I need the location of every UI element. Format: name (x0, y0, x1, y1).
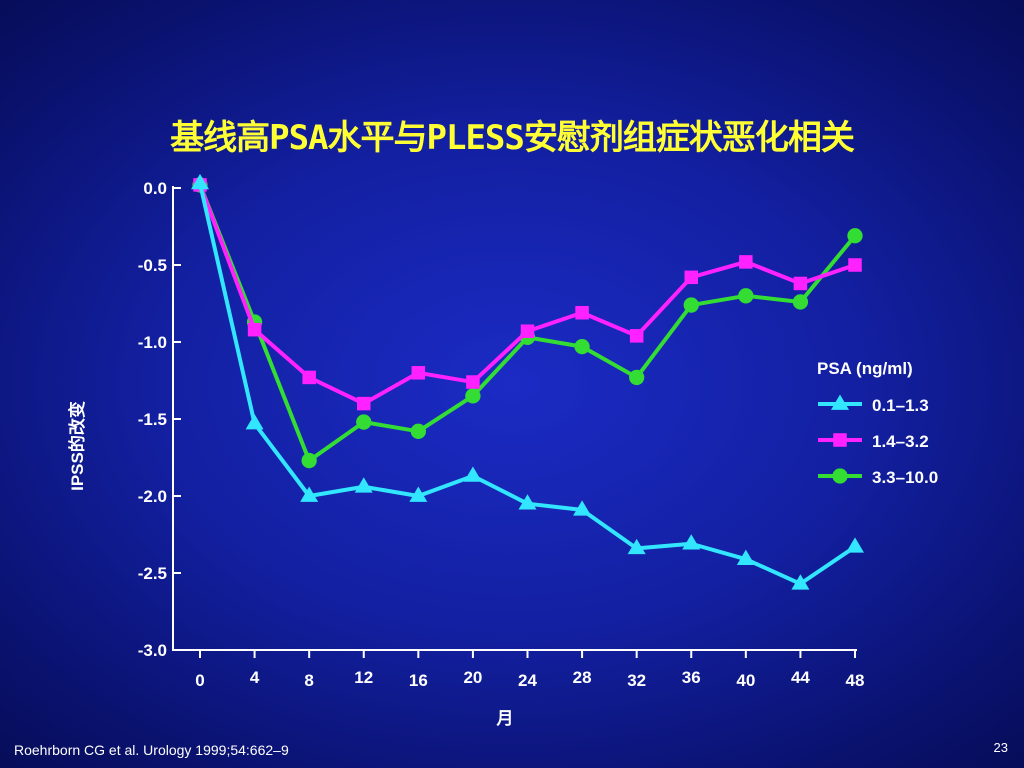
data-point (738, 288, 754, 304)
slide-title: 基线高PSA水平与PLESS安慰剂组症状恶化相关 (170, 118, 855, 158)
data-point (411, 366, 426, 380)
data-point (191, 173, 209, 190)
data-point (466, 375, 480, 389)
y-tick-label: -1.0 (138, 333, 167, 352)
data-point (792, 294, 809, 310)
data-point (465, 388, 481, 404)
legend-title: PSA (ng/ml) (817, 359, 913, 378)
y-tick-label: -3.0 (138, 641, 167, 660)
x-tick-label: 36 (682, 668, 701, 687)
x-tick-label: 4 (250, 668, 260, 687)
data-point (575, 305, 589, 320)
legend-label: 3.3–10.0 (872, 468, 938, 487)
y-axis-title: IPSS的改变 (67, 401, 87, 491)
legend-label: 0.1–1.3 (872, 396, 929, 415)
x-tick-label: 40 (736, 671, 755, 690)
y-tick-label: -0.5 (138, 256, 167, 275)
data-point (574, 338, 590, 355)
x-tick-label: 48 (846, 671, 865, 690)
data-point (300, 486, 319, 502)
x-tick-label: 44 (791, 668, 810, 687)
data-point (409, 486, 428, 502)
legend-label: 1.4–3.2 (872, 432, 929, 451)
data-point (463, 466, 482, 482)
legend-swatch-marker (831, 394, 849, 410)
series-triangle (191, 173, 864, 590)
x-tick-label: 12 (354, 668, 373, 687)
y-tick-label: -1.5 (138, 410, 167, 429)
x-axis-title: 月 (496, 709, 514, 728)
y-tick-label: -2.0 (138, 487, 167, 506)
data-point (736, 549, 755, 565)
axes: 0.0-0.5-1.0-1.5-2.0-2.5-3.00 4 8 12 16 20 24 28… (138, 179, 865, 690)
data-point (354, 477, 373, 493)
data-point (301, 452, 317, 469)
data-point (356, 414, 372, 430)
legend-item: 1.4–3.2 (818, 432, 929, 451)
x-tick-label: 28 (573, 668, 592, 687)
data-point (520, 324, 535, 338)
data-point (245, 414, 264, 430)
data-point (573, 500, 592, 516)
x-tick-label: 8 (304, 671, 313, 690)
x-tick-label: 20 (463, 668, 482, 687)
series-line (198, 184, 857, 463)
citation: Roehrborn CG et al. Urology 1999;54:662–… (14, 742, 289, 758)
data-point (410, 423, 426, 439)
series-square (193, 178, 862, 411)
data-point (683, 297, 699, 313)
y-tick-label: 0.0 (143, 179, 167, 198)
data-point (793, 276, 808, 291)
legend: PSA (ng/ml) 0.1–1.3 1.4–3.2 3.3–10.0 (817, 359, 938, 487)
series-circle (192, 177, 863, 469)
data-point (357, 396, 371, 411)
page-number: 23 (993, 740, 1008, 755)
x-tick-label: 0 (195, 671, 204, 690)
legend-swatch-marker (833, 433, 847, 447)
legend-swatch-marker (832, 468, 848, 484)
data-point (847, 228, 863, 244)
data-point (518, 494, 537, 510)
series-line (198, 182, 857, 586)
data-point (247, 322, 262, 337)
legend-item: 0.1–1.3 (818, 394, 929, 415)
x-tick-label: 32 (627, 671, 646, 690)
data-point (682, 534, 701, 550)
data-point (629, 369, 645, 386)
series-line (198, 184, 856, 406)
data-point (627, 538, 646, 555)
data-point (846, 537, 864, 553)
x-tick-label: 16 (409, 671, 428, 690)
legend-item: 3.3–10.0 (818, 468, 938, 487)
data-point (791, 574, 810, 590)
x-tick-label: 24 (518, 671, 537, 690)
data-point (629, 329, 644, 343)
series-layer (191, 173, 864, 590)
y-tick-label: -2.5 (138, 564, 167, 583)
data-point (848, 258, 862, 272)
data-point (684, 270, 698, 285)
data-point (739, 255, 753, 269)
data-point (302, 370, 316, 385)
